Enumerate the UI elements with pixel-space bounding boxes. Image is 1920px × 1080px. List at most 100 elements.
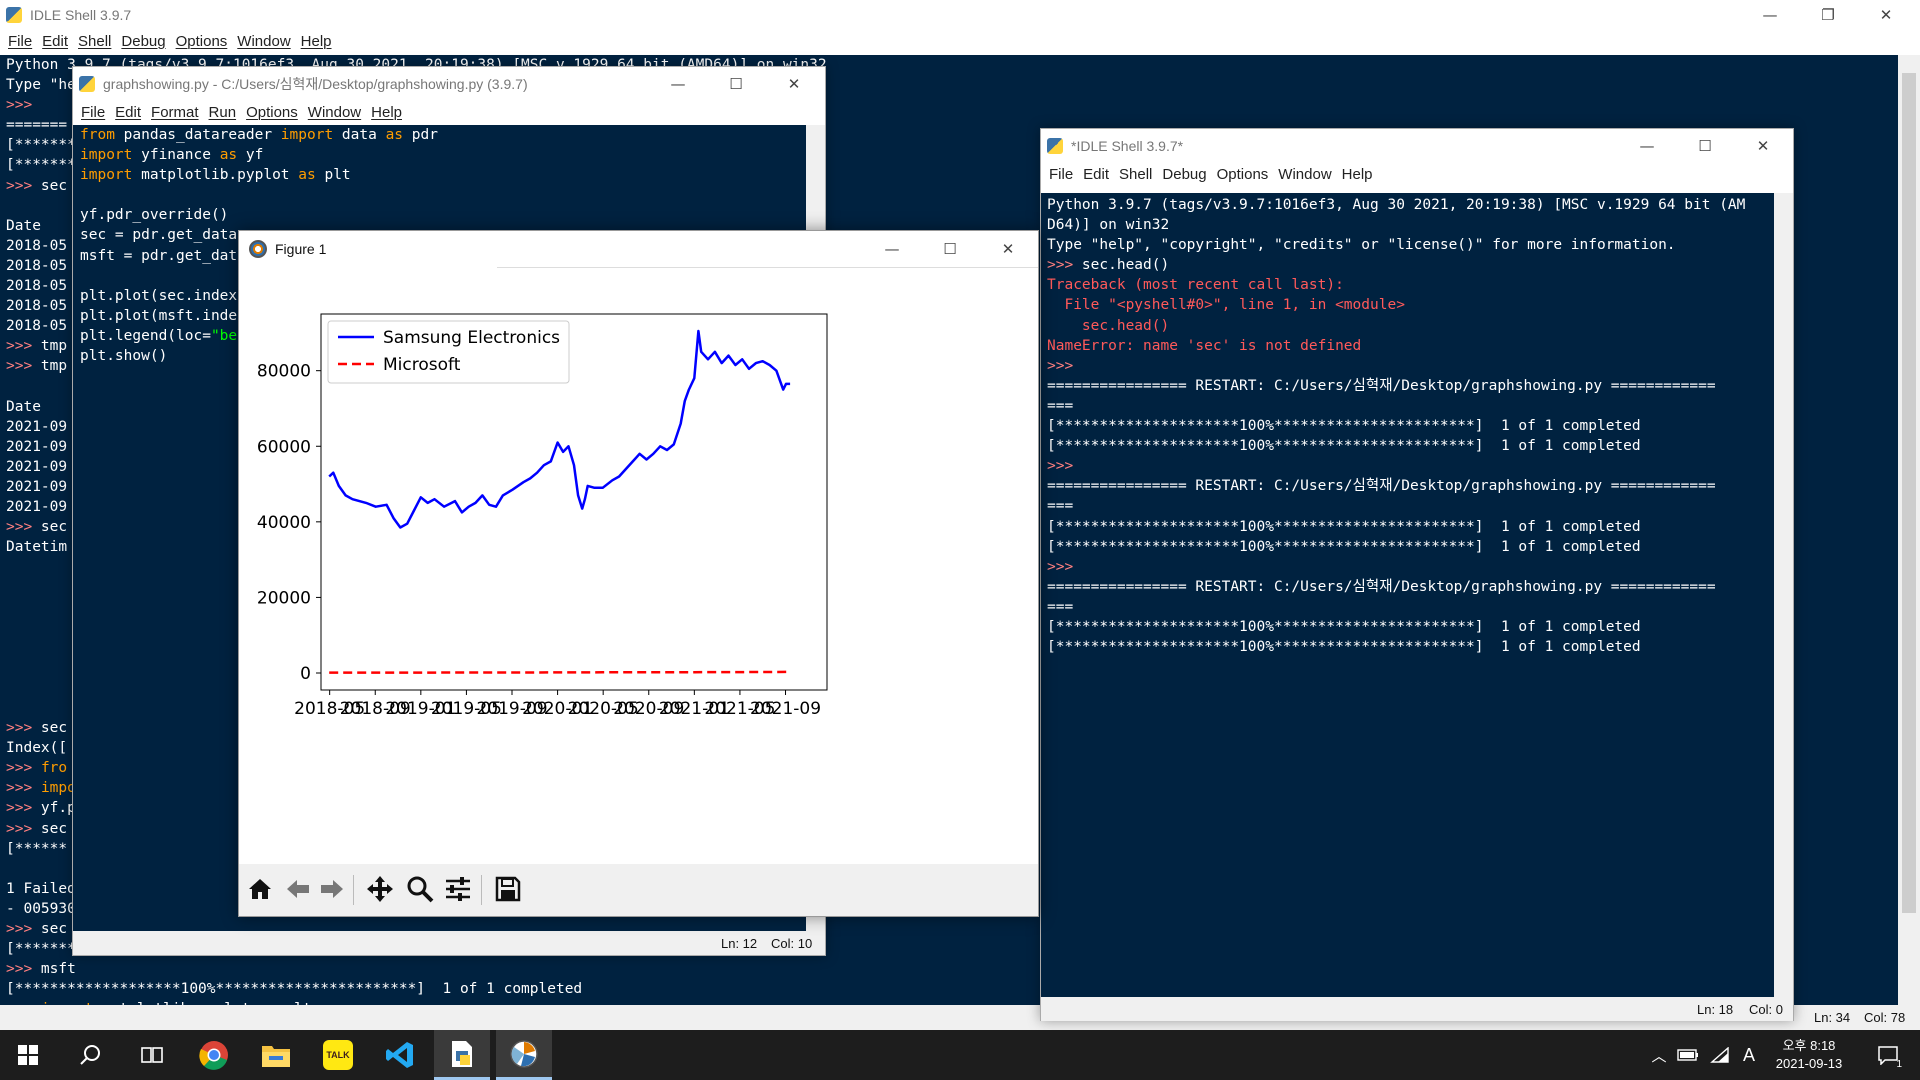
shell-text: === [1047, 498, 1074, 515]
notification-center-icon[interactable]: 1 [1866, 1030, 1910, 1080]
code-line: yf.pdr_override() [80, 205, 806, 225]
shell-prompt: >>> [6, 800, 33, 817]
editor-menu-run[interactable]: Run [208, 103, 237, 121]
shell2-scrollbar[interactable] [1774, 193, 1793, 997]
shell-line: === [1047, 396, 1774, 416]
menu-file[interactable]: File [8, 32, 33, 50]
main-shell-scrollbar[interactable] [1898, 55, 1920, 1005]
microsoft-line [329, 670, 791, 674]
vscode-icon[interactable] [372, 1030, 428, 1080]
editor-close-button[interactable]: ✕ [787, 75, 801, 93]
figure-maximize-button[interactable]: ☐ [943, 240, 957, 258]
editor-menubar: File Edit Format Run Options Window Help [73, 101, 825, 123]
shell-line: 1 Failed [6, 879, 1898, 899]
shell2-maximize-button[interactable]: ☐ [1698, 137, 1712, 155]
shell-line: [*********************100%**************… [1047, 436, 1774, 456]
menu-help[interactable]: Help [300, 32, 332, 50]
shell-line: ================ RESTART: C:/Users/심혁재/D… [1047, 476, 1774, 496]
shell2-menu-file[interactable]: File [1049, 165, 1074, 183]
y-tick-label: 40000 [257, 513, 311, 533]
shell2-minimize-button[interactable]: — [1639, 137, 1655, 155]
shell-text: 2018-05 [6, 298, 68, 315]
chrome-icon[interactable] [186, 1030, 242, 1080]
code-line [80, 185, 806, 205]
figure-canvas[interactable]: 0200004000060000800002018-052018-092019-… [239, 267, 1038, 897]
shell2-menu-debug[interactable]: Debug [1162, 165, 1207, 183]
status-line: Ln: 34 [1814, 1010, 1851, 1025]
figure-window-icon [249, 240, 267, 258]
menu-debug[interactable]: Debug [121, 32, 166, 50]
editor-menu-edit[interactable]: Edit [115, 103, 142, 121]
code-line: plt.plot(msft.inde [80, 306, 806, 326]
configure-icon[interactable] [441, 872, 475, 906]
save-icon[interactable] [491, 872, 525, 906]
shell-line: - 005930 [6, 899, 1898, 919]
clock[interactable]: 오후 8:18 2021-09-13 [1764, 1030, 1854, 1080]
file-explorer-icon[interactable] [248, 1030, 304, 1080]
x-tick-label: 2021-05 [704, 699, 775, 719]
shell-line: [******* [6, 939, 1898, 959]
show-hidden-icons-icon[interactable]: ︿ [1651, 1047, 1667, 1065]
shell2-status-col: Col: 0 [1749, 1002, 1783, 1017]
forward-icon[interactable] [315, 872, 349, 906]
x-tick-label: 2020-05 [568, 699, 639, 719]
search-icon[interactable] [62, 1030, 118, 1080]
editor-maximize-button[interactable]: ☐ [729, 75, 743, 93]
shell-line: >>> impo [6, 778, 1898, 798]
editor-minimize-button[interactable]: — [670, 75, 686, 93]
figure-toolbar [239, 864, 1038, 916]
shell2-menu-window[interactable]: Window [1278, 165, 1332, 183]
x-tick-label: 2019-05 [431, 699, 502, 719]
shell-line: Type "help", "copyright", "credits" or "… [1047, 235, 1774, 255]
shell-text: 2018-05 [6, 318, 68, 335]
ime-indicator[interactable]: A [1742, 1044, 1755, 1065]
editor-menu-format[interactable]: Format [151, 103, 199, 121]
wifi-icon[interactable] [1706, 1030, 1734, 1080]
shell2-menu-edit[interactable]: Edit [1083, 165, 1110, 183]
editor-titlebar[interactable]: graphshowing.py - C:/Users/심혁재/Desktop/g… [73, 67, 825, 101]
restore-button[interactable]: ❐ [1821, 6, 1835, 24]
shell2-text-area[interactable]: Python 3.9.7 (tags/v3.9.7:1016ef3, Aug 3… [1041, 193, 1774, 997]
figure-minimize-button[interactable]: — [884, 240, 900, 258]
shell-line: 2021-09 [6, 417, 1898, 437]
shell2-menu-help[interactable]: Help [1341, 165, 1373, 183]
battery-icon[interactable] [1674, 1030, 1702, 1080]
close-button[interactable]: ✕ [1879, 6, 1893, 24]
matplotlib-figure-icon[interactable] [496, 1030, 552, 1080]
shell-text: 2018-05 [6, 278, 68, 295]
home-icon[interactable] [243, 872, 277, 906]
pan-icon[interactable] [363, 872, 397, 906]
shell2-titlebar[interactable]: *IDLE Shell 3.9.7* — ☐ ✕ [1041, 129, 1793, 163]
code-line: import matplotlib.pyplot as plt [80, 165, 806, 185]
figure-close-button[interactable]: ✕ [1001, 240, 1015, 258]
editor-menu-file[interactable]: File [81, 103, 106, 121]
chart-legend: Samsung Electronics Microsoft [327, 320, 570, 384]
windows-start-icon[interactable] [0, 1030, 56, 1080]
editor-menu-window[interactable]: Window [307, 103, 362, 121]
shell2-menu-shell[interactable]: Shell [1119, 165, 1153, 183]
task-view-icon[interactable] [124, 1030, 180, 1080]
zoom-icon[interactable] [403, 872, 437, 906]
x-tick-label: 2020-01 [522, 699, 593, 719]
shell2-close-button[interactable]: ✕ [1756, 137, 1770, 155]
kakaotalk-icon[interactable]: TALK [310, 1030, 366, 1080]
shell-prompt: >>> [6, 760, 33, 777]
shell2-menu-options[interactable]: Options [1216, 165, 1269, 183]
back-icon[interactable] [281, 872, 315, 906]
minimize-button[interactable]: — [1762, 6, 1778, 24]
menu-edit[interactable]: Edit [42, 32, 69, 50]
scrollbar-thumb[interactable] [1902, 73, 1916, 913]
menu-window[interactable]: Window [237, 32, 291, 50]
shell-text: [******* [6, 157, 76, 174]
shell-error-text: File "<pyshell#0>", line 1, in <module> [1047, 297, 1405, 314]
editor-menu-options[interactable]: Options [246, 103, 298, 121]
menu-options[interactable]: Options [175, 32, 228, 50]
shell-text: [*********************100%**************… [1047, 538, 1641, 555]
shell-text: 2021-09 [6, 418, 68, 435]
figure-titlebar[interactable]: Figure 1 — ☐ ✕ [239, 231, 1038, 267]
main-shell-titlebar[interactable]: IDLE Shell 3.9.7 — ❐ ✕ [0, 0, 1920, 30]
menu-shell[interactable]: Shell [78, 32, 112, 50]
editor-menu-help[interactable]: Help [371, 103, 402, 121]
shell-text: 1 Failed [6, 880, 76, 897]
idle-icon[interactable] [434, 1030, 490, 1080]
